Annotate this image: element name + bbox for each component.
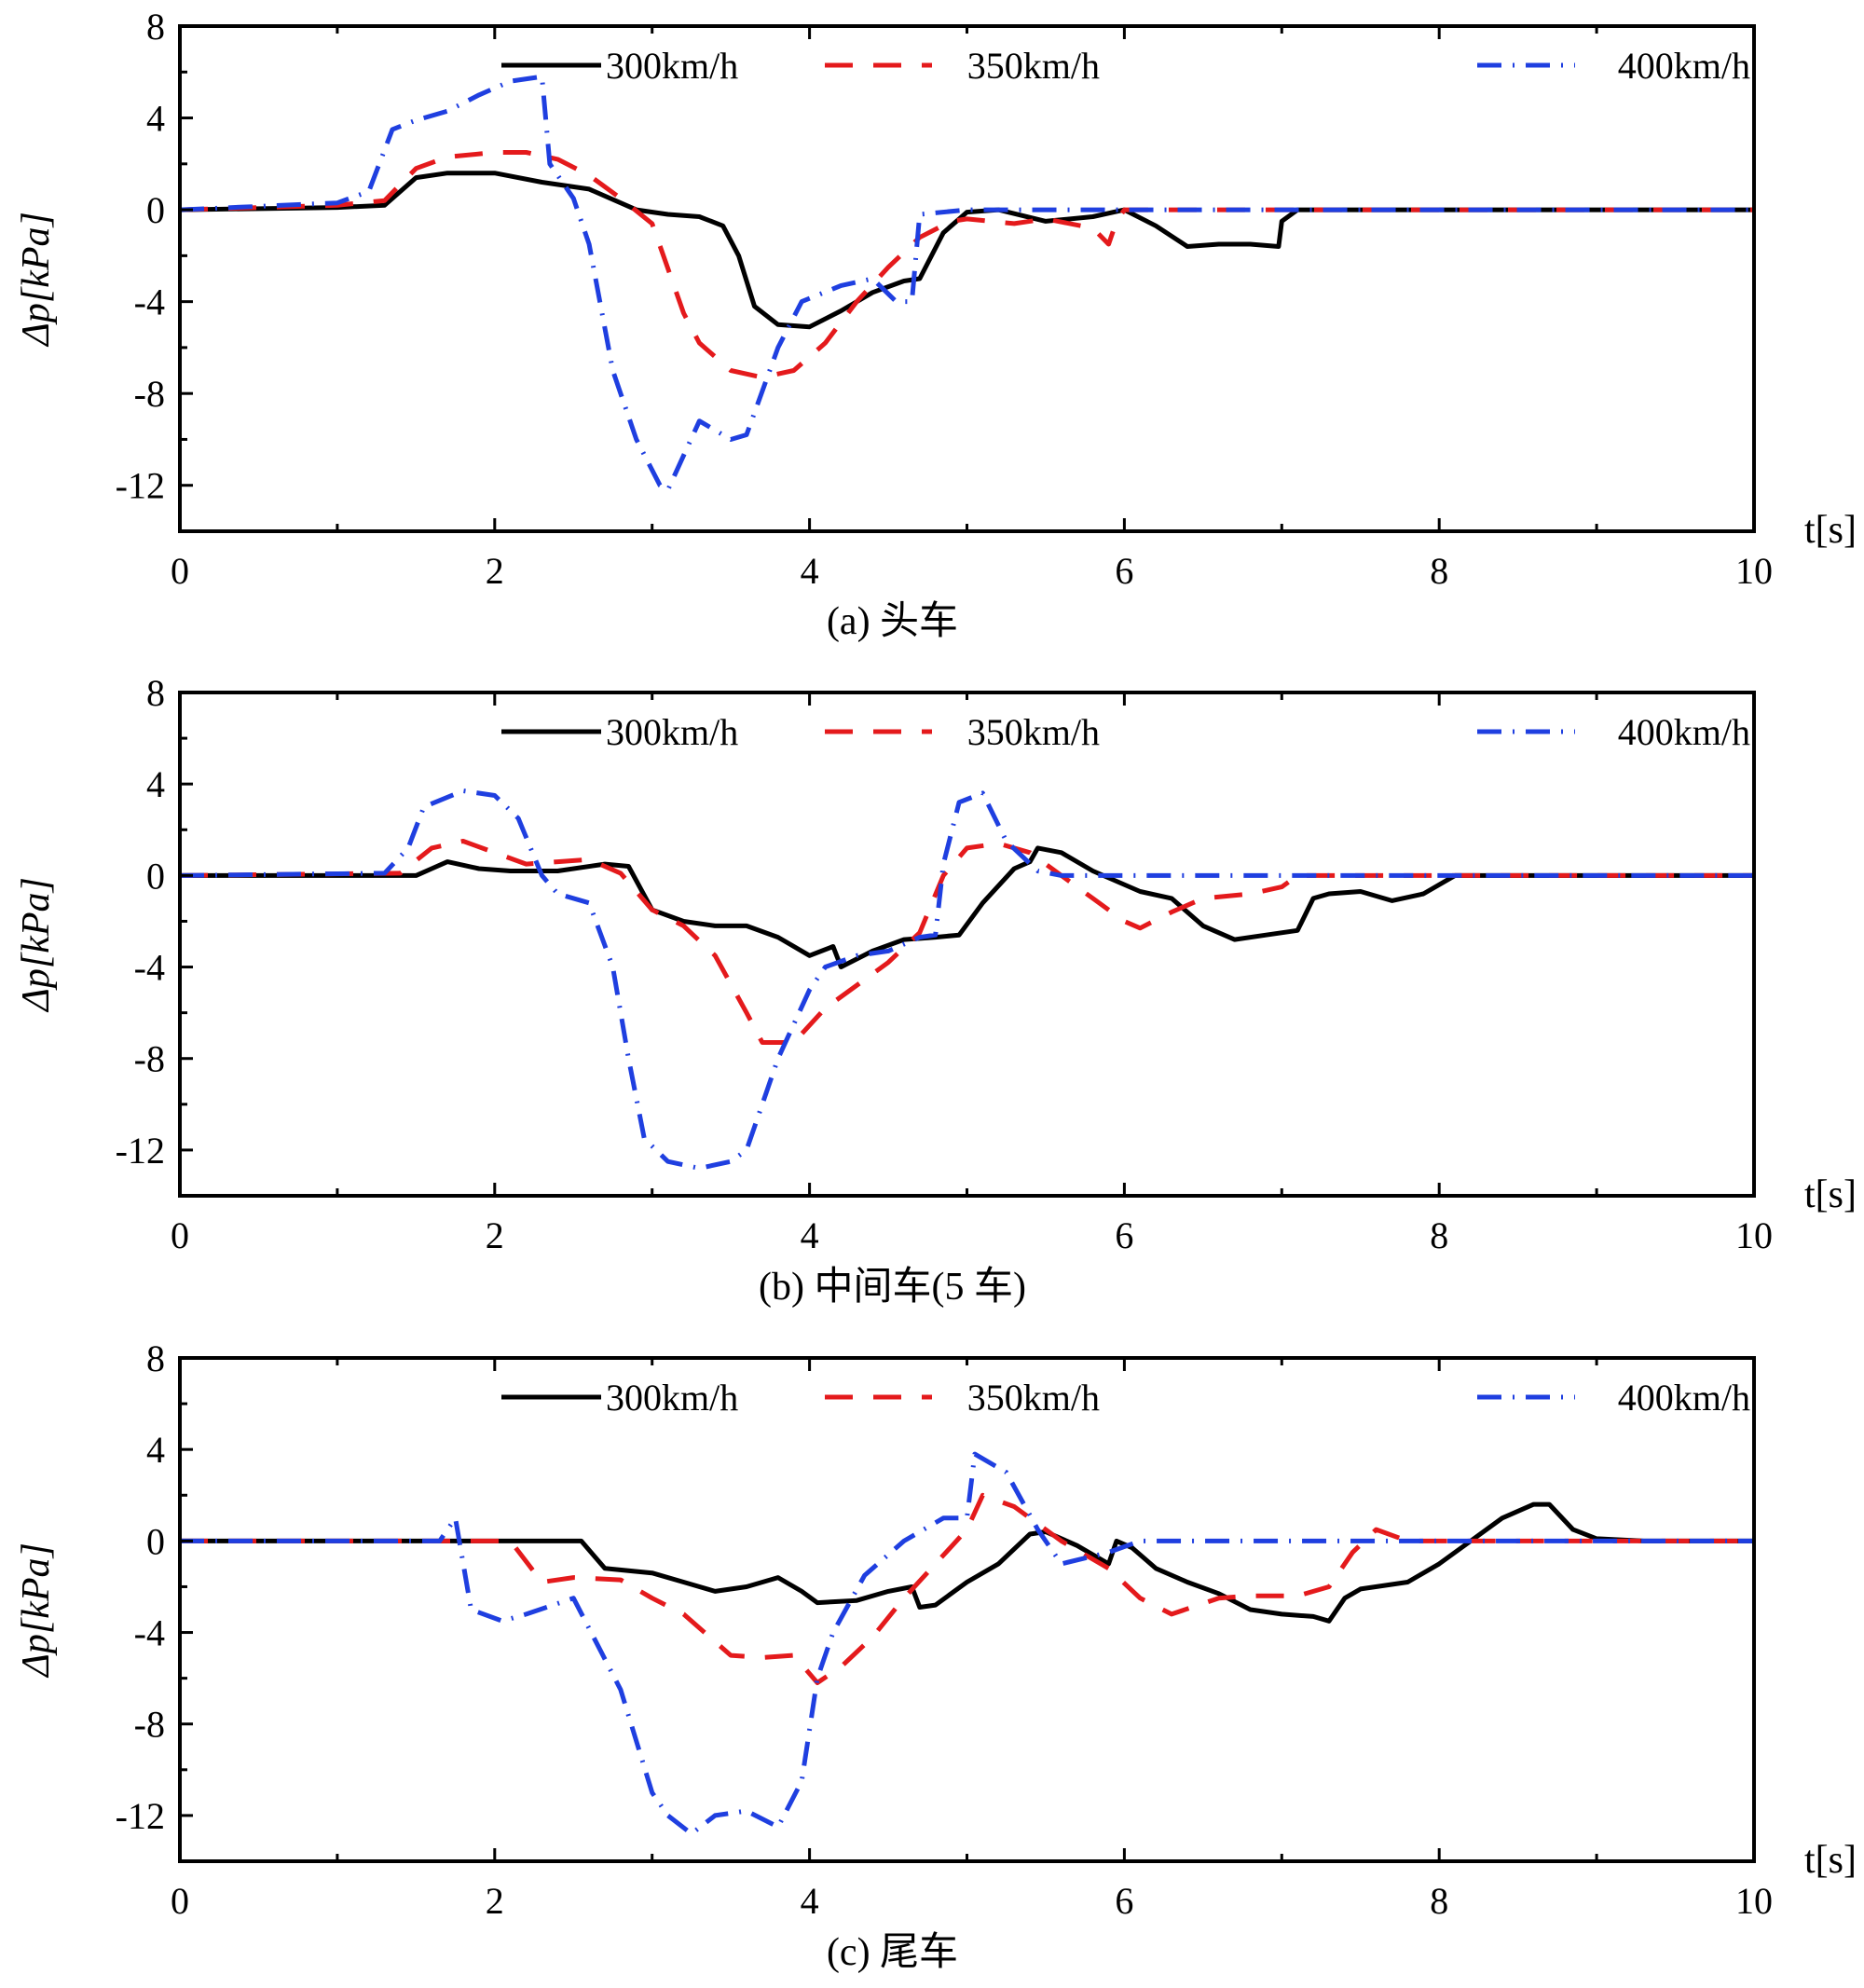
y-tick-label: -4 — [134, 947, 165, 989]
series-line-2-0 — [180, 1501, 1754, 1624]
y-tick-label: -12 — [116, 465, 165, 507]
x-tick-label: 8 — [1430, 1880, 1448, 1922]
series-line-0-1 — [179, 150, 1754, 380]
legend-label-1: 350km/h — [967, 711, 1100, 753]
panel-caption: (b) 中间车(5 车) — [759, 1266, 1026, 1309]
legend-label-2: 400km/h — [1618, 711, 1750, 753]
plot-frame — [178, 691, 1756, 1198]
x-tick-label: 4 — [801, 1880, 819, 1922]
x-tick-label: 2 — [486, 550, 504, 592]
x-tick-label: 6 — [1115, 1880, 1133, 1922]
legend-label-2: 400km/h — [1618, 45, 1750, 87]
y-tick-label: 8 — [146, 1337, 165, 1379]
series-line-2-1 — [180, 1492, 1754, 1685]
y-tick-label: -8 — [134, 1038, 165, 1080]
series-line-1-1 — [179, 839, 1754, 1045]
chart-panel-2: 0 2 4 6 8 10 8 4 0 -4 -8 -12 Δp[kPa] t[s] 300km/h 350km… — [15, 1337, 1857, 1974]
x-tick-label: 4 — [801, 550, 819, 592]
x-tick-label: 8 — [1430, 550, 1448, 592]
y-tick-label: -4 — [134, 281, 165, 323]
legend-label-2: 400km/h — [1618, 1377, 1750, 1419]
legend-label-0: 300km/h — [606, 1377, 738, 1419]
legend-label-0: 300km/h — [606, 45, 738, 87]
y-tick-label: 4 — [146, 98, 165, 140]
x-tick-label: 6 — [1115, 1214, 1133, 1256]
x-axis-title: t[s] — [1804, 509, 1857, 552]
x-tick-label: 10 — [1735, 550, 1773, 592]
series-line-1-2 — [179, 788, 1754, 1171]
x-axis-title: t[s] — [1804, 1173, 1857, 1216]
y-axis-title: Δp[kPa] — [15, 212, 58, 348]
x-tick-label: 2 — [486, 1214, 504, 1256]
x-tick-label: 2 — [486, 1880, 504, 1922]
series-line-1-0 — [180, 845, 1754, 969]
y-tick-label: -8 — [134, 1704, 165, 1746]
y-axis-title: Δp[kPa] — [15, 1542, 58, 1679]
x-tick-label: 0 — [171, 550, 189, 592]
series-line-2-2 — [180, 1451, 1754, 1836]
plot-frame — [178, 24, 1756, 533]
y-tick-label: -12 — [116, 1795, 165, 1837]
panel-caption: (c) 尾车 — [827, 1931, 958, 1974]
chart-panel-0: 0 2 4 6 8 10 8 4 0 -4 -8 -12 Δp[kPa] t[s] 300km/h 350km… — [15, 6, 1857, 643]
y-axis-title: Δp[kPa] — [15, 877, 58, 1013]
legend-label-1: 350km/h — [967, 45, 1100, 87]
x-tick-label: 4 — [801, 1214, 819, 1256]
y-tick-label: -4 — [134, 1612, 165, 1654]
y-tick-label: 8 — [146, 6, 165, 48]
x-tick-label: 0 — [171, 1880, 189, 1922]
series-line-0-2 — [179, 74, 1754, 493]
y-tick-label: 4 — [146, 1429, 165, 1471]
plot-frame — [178, 1356, 1756, 1863]
x-axis-title: t[s] — [1804, 1839, 1857, 1882]
series-line-0-0 — [179, 171, 1754, 330]
legend-label-0: 300km/h — [606, 711, 738, 753]
y-tick-label: 0 — [146, 189, 165, 231]
y-tick-label: 0 — [146, 855, 165, 897]
legend-label-1: 350km/h — [967, 1377, 1100, 1419]
panel-caption: (a) 头车 — [827, 600, 958, 643]
y-tick-label: 4 — [146, 763, 165, 805]
y-tick-label: -8 — [134, 373, 165, 415]
x-tick-label: 6 — [1115, 550, 1133, 592]
x-tick-label: 10 — [1735, 1214, 1773, 1256]
x-tick-label: 0 — [171, 1214, 189, 1256]
y-tick-label: 0 — [146, 1520, 165, 1562]
x-tick-label: 8 — [1430, 1214, 1448, 1256]
x-tick-label: 10 — [1735, 1880, 1773, 1922]
chart-panel-1: 0 2 4 6 8 10 8 4 0 -4 -8 -12 Δp[kPa] t[s] 300km/h 350km… — [15, 672, 1857, 1309]
y-tick-label: -12 — [116, 1130, 165, 1172]
y-tick-label: 8 — [146, 672, 165, 714]
